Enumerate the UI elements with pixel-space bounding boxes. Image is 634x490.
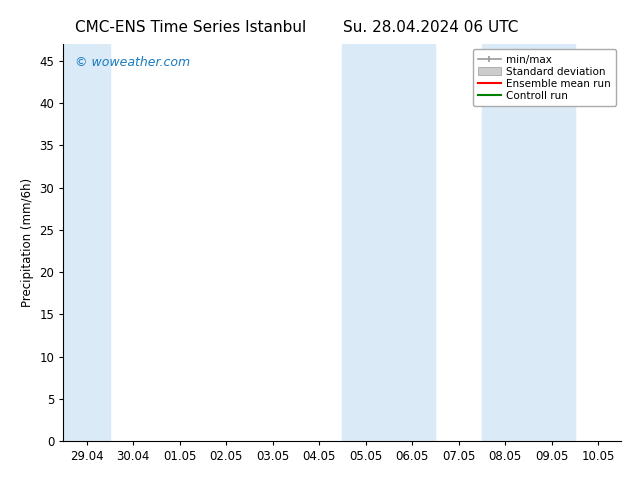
Bar — [342, 44, 436, 441]
Bar — [63, 44, 110, 441]
Text: Su. 28.04.2024 06 UTC: Su. 28.04.2024 06 UTC — [344, 20, 519, 35]
Y-axis label: Precipitation (mm/6h): Precipitation (mm/6h) — [21, 178, 34, 307]
Text: © woweather.com: © woweather.com — [75, 56, 190, 69]
Bar — [482, 44, 575, 441]
Text: CMC-ENS Time Series Istanbul: CMC-ENS Time Series Istanbul — [75, 20, 306, 35]
Legend: min/max, Standard deviation, Ensemble mean run, Controll run: min/max, Standard deviation, Ensemble me… — [473, 49, 616, 106]
